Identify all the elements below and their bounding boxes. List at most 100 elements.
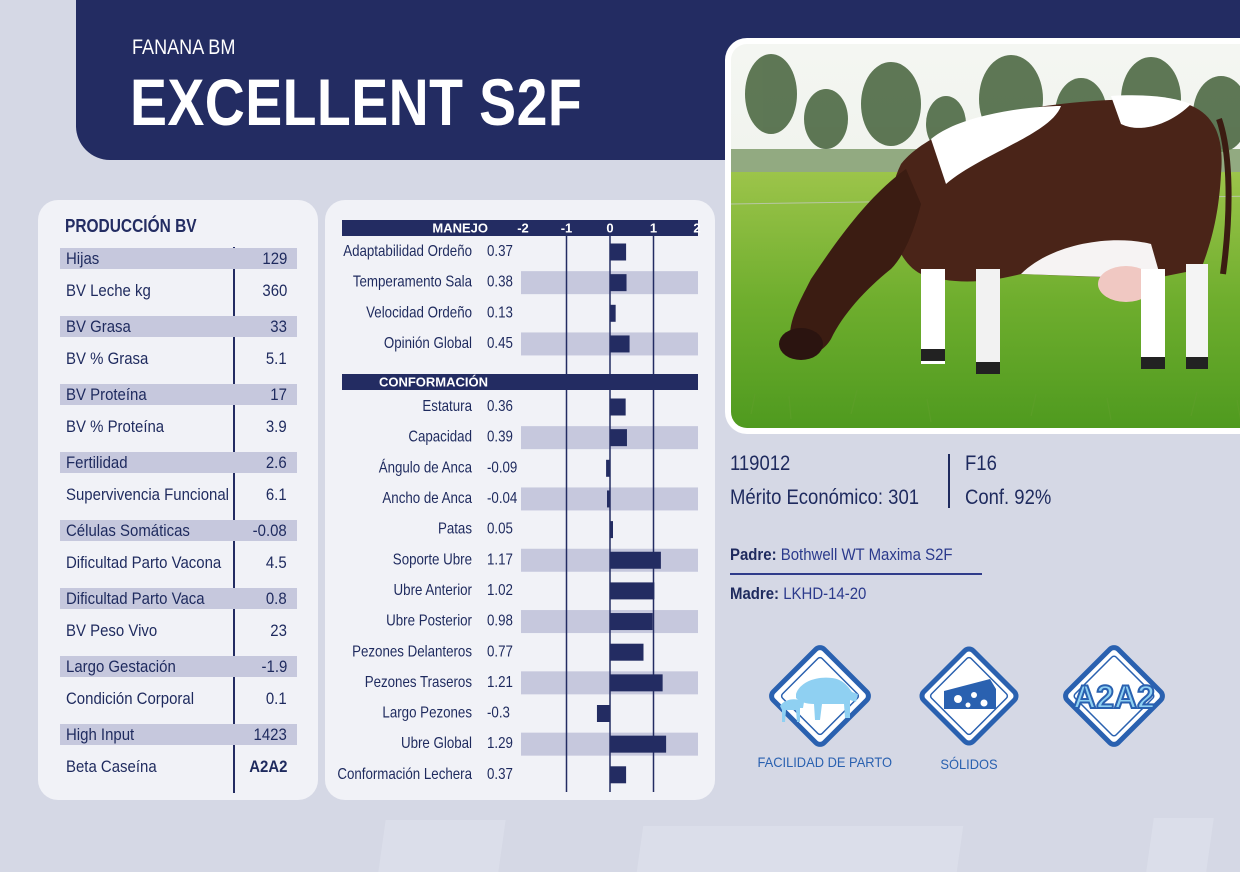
chart-value-label: 1.02 — [487, 582, 513, 599]
chart-bar — [610, 398, 626, 416]
parent-divider — [730, 573, 982, 575]
production-row-value: 360 — [262, 281, 287, 300]
production-row: BV % Grasa 5.1 — [60, 348, 297, 369]
production-row-label: Supervivencia Funcional — [66, 485, 229, 504]
chart-bar — [610, 335, 630, 353]
production-row-value: A2A2 — [248, 757, 287, 776]
production-row: Células Somáticas -0.08 — [60, 520, 297, 541]
production-row-value: 1423 — [253, 725, 287, 744]
chart-value-label: -0.3 — [487, 705, 510, 722]
chart-category-label: Temperamento Sala — [353, 274, 473, 291]
linear-evaluation-chart: MANEJO CONFORMACIÓN -2 -1 0 1 2 Adaptabilidad O… — [337, 220, 701, 792]
production-row-value: 17 — [270, 385, 287, 404]
chart-category-label: Conformación Lechera — [337, 766, 473, 783]
chart-value-label: -0.04 — [487, 490, 517, 507]
production-row-value: 129 — [262, 249, 287, 268]
chart-category-label: Ancho de Anca — [382, 490, 472, 507]
production-row: Fertilidad 2.6 — [60, 452, 297, 473]
chart-category-label: Capacidad — [408, 429, 472, 446]
production-row: BV Grasa 33 — [60, 316, 297, 337]
calving-ease-label: FACILIDAD DE PARTO — [757, 754, 893, 770]
chart-value-label: 1.17 — [487, 551, 513, 568]
production-row: Largo Gestación -1.9 — [60, 656, 297, 677]
production-row-value: 0.1 — [266, 689, 287, 708]
production-row: Supervivencia Funcional 6.1 — [60, 484, 297, 505]
chart-tick-label: 0 — [606, 220, 613, 235]
production-row-label: BV Leche kg — [66, 281, 151, 300]
production-row-value: 5.1 — [266, 349, 287, 368]
production-row-value: 3.9 — [266, 417, 287, 436]
chart-value-label: 1.29 — [487, 735, 513, 752]
dam-name: LKHD-14-20 — [783, 584, 867, 603]
info-divider — [948, 454, 950, 508]
production-row-value: 4.5 — [266, 553, 287, 572]
chart-bar — [610, 674, 663, 692]
production-row-value: -1.9 — [261, 657, 287, 676]
economic-merit: Mérito Económico: 301 — [730, 486, 920, 509]
sire-line: Padre: Bothwell WT Maxima S2F — [730, 545, 953, 565]
dam-line: Madre: LKHD-14-20 — [730, 584, 866, 604]
cow-photo-frame — [725, 38, 1240, 434]
sire-name: Bothwell WT Maxima S2F — [780, 545, 953, 564]
production-row: Condición Corporal 0.1 — [60, 688, 297, 709]
production-row-value: -0.08 — [252, 521, 287, 540]
production-row: Dificultad Parto Vaca 0.8 — [60, 588, 297, 609]
chart-bar — [610, 766, 627, 784]
production-row-label: High Input — [66, 725, 135, 744]
chart-value-label: 1.21 — [487, 674, 513, 691]
production-row-value: 23 — [270, 621, 287, 640]
chart-category-label: Ubre Posterior — [386, 613, 472, 630]
production-row-label: Condición Corporal — [66, 689, 195, 708]
production-row-label: Dificultad Parto Vacona — [66, 553, 222, 572]
chart-bar — [610, 521, 613, 539]
chart-bar — [610, 304, 616, 322]
generation: F16 — [965, 452, 997, 475]
chart-category-label: Ángulo de Anca — [379, 458, 473, 476]
chart-bar — [606, 459, 610, 477]
solids-icon — [916, 643, 1022, 749]
chart-category-label: Patas — [438, 521, 472, 538]
production-row-value: 2.6 — [266, 453, 287, 472]
chart-bar — [610, 643, 644, 661]
chart-value-label: 0.38 — [487, 274, 513, 291]
background-shape — [1146, 818, 1214, 872]
production-row-label: Células Somáticas — [66, 521, 190, 540]
background-shape — [378, 820, 506, 872]
chart-value-label: 0.45 — [487, 335, 513, 352]
solids-label: SÓLIDOS — [940, 756, 998, 772]
chart-value-label: 0.77 — [487, 643, 513, 660]
chart-bar — [596, 705, 610, 722]
production-row-label: Fertilidad — [66, 453, 128, 472]
chart-category-label: Opinión Global — [384, 335, 472, 352]
chart-bar — [610, 551, 661, 569]
bull-name-title: EXCELLENT S2F — [130, 65, 583, 139]
production-row-value: 0.8 — [266, 589, 287, 608]
chart-category-label: Velocidad Ordeño — [366, 305, 472, 322]
chart-bar — [610, 274, 627, 292]
chart-category-label: Largo Pezones — [382, 705, 472, 722]
chart-category-label: Pezones Traseros — [365, 674, 472, 691]
production-row: Beta Caseína A2A2 — [60, 756, 297, 777]
confidence: Conf. 92% — [965, 486, 1052, 509]
production-row: BV Proteína 17 — [60, 384, 297, 405]
production-row-label: BV % Grasa — [66, 349, 149, 368]
chart-value-label: 0.98 — [487, 613, 513, 630]
chart-bar — [610, 243, 627, 261]
chart-category-label: Ubre Global — [401, 735, 472, 752]
bull-info: 119012 Mérito Económico: 301 F16 Conf. 9… — [730, 450, 1210, 530]
chart-value-label: 0.36 — [487, 398, 513, 415]
chart-bar — [610, 735, 667, 753]
production-row-value: 6.1 — [266, 485, 287, 504]
chart-value-label: -0.09 — [487, 460, 517, 477]
production-row-label: Dificultad Parto Vaca — [66, 589, 205, 608]
production-row: BV % Proteína 3.9 — [60, 416, 297, 437]
a2a2-icon: A2A2 — [1060, 642, 1168, 750]
chart-tick-label: -1 — [561, 220, 573, 235]
production-row-label: BV % Proteína — [66, 417, 165, 436]
chart-category-label: Soporte Ubre — [393, 551, 472, 568]
production-panel: PRODUCCIÓN BV Hijas 129 BV Leche kg 360 BV G… — [38, 200, 318, 800]
production-row-label: BV Grasa — [66, 317, 131, 336]
chart-tick-label: 2 — [693, 220, 700, 235]
production-row-label: BV Proteína — [66, 385, 147, 404]
production-row: BV Leche kg 360 — [60, 280, 297, 301]
